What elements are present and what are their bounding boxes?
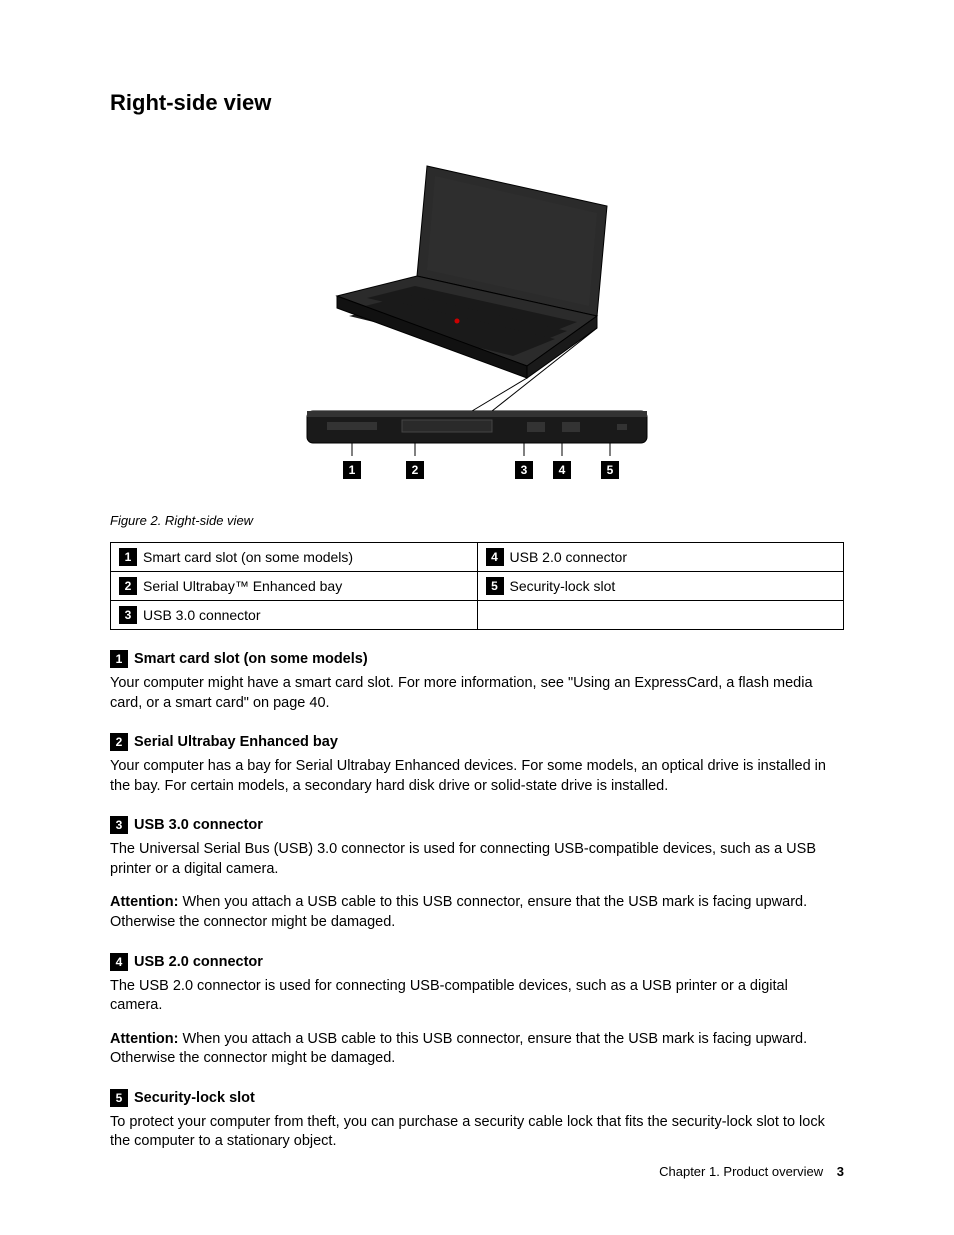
table-label: Security-lock slot (510, 578, 616, 594)
section-paragraph: Your computer has a bay for Serial Ultra… (110, 757, 844, 796)
section-badge: 4 (110, 953, 128, 971)
section-heading: 4 USB 2.0 connector (110, 953, 844, 971)
section-heading-text: USB 2.0 connector (134, 954, 263, 970)
table-badge: 5 (486, 577, 504, 595)
table-label: Serial Ultrabay™ Enhanced bay (143, 578, 342, 594)
attention-label: Attention: (110, 1031, 182, 1047)
section-badge: 3 (110, 816, 128, 834)
callout-numbers-row: 1 2 3 4 5 (297, 461, 657, 483)
footer-page-number: 3 (837, 1164, 844, 1179)
section-heading-text: USB 3.0 connector (134, 817, 263, 833)
table-row: 2 Serial Ultrabay™ Enhanced bay 5 Security… (111, 572, 844, 601)
table-badge: 4 (486, 548, 504, 566)
callout-badge-5: 5 (601, 461, 619, 479)
section-heading: 5 Security-lock slot (110, 1089, 844, 1107)
attention-paragraph: Attention: When you attach a USB cable t… (110, 1030, 844, 1069)
footer-chapter: Chapter 1. Product overview (659, 1164, 823, 1179)
figure-container: 1 2 3 4 5 (110, 156, 844, 483)
section-heading: 1 Smart card slot (on some models) (110, 650, 844, 668)
section-badge: 2 (110, 733, 128, 751)
page-footer: Chapter 1. Product overview 3 (659, 1164, 844, 1179)
figure-caption: Figure 2. Right-side view (110, 513, 844, 528)
section-heading: 2 Serial Ultrabay Enhanced bay (110, 733, 844, 751)
attention-paragraph: Attention: When you attach a USB cable t… (110, 893, 844, 932)
callout-badge-2: 2 (406, 461, 424, 479)
table-label: USB 3.0 connector (143, 607, 261, 623)
callout-badge-4: 4 (553, 461, 571, 479)
section-heading: 3 USB 3.0 connector (110, 816, 844, 834)
laptop-diagram (297, 156, 657, 456)
table-badge: 3 (119, 606, 137, 624)
sections-container: 1 Smart card slot (on some models) Your co… (110, 650, 844, 1152)
table-badge: 1 (119, 548, 137, 566)
section-badge: 5 (110, 1089, 128, 1107)
section-heading-text: Smart card slot (on some models) (134, 651, 368, 667)
page-title: Right-side view (110, 90, 844, 116)
section-badge: 1 (110, 650, 128, 668)
section-paragraph: To protect your computer from theft, you… (110, 1113, 844, 1152)
section-heading-text: Security-lock slot (134, 1090, 255, 1106)
table-label: Smart card slot (on some models) (143, 549, 353, 565)
section-paragraph: Your computer might have a smart card sl… (110, 674, 844, 713)
table-row: 3 USB 3.0 connector (111, 601, 844, 630)
section-heading-text: Serial Ultrabay Enhanced bay (134, 734, 338, 750)
callout-badge-1: 1 (343, 461, 361, 479)
callout-badge-3: 3 (515, 461, 533, 479)
section-paragraph: The Universal Serial Bus (USB) 3.0 conne… (110, 840, 844, 879)
section-paragraph: The USB 2.0 connector is used for connec… (110, 977, 844, 1016)
table-badge: 2 (119, 577, 137, 595)
attention-label: Attention: (110, 894, 182, 910)
document-page: Right-side view (0, 0, 954, 1235)
table-row: 1 Smart card slot (on some models) 4 USB 2… (111, 543, 844, 572)
callout-table: 1 Smart card slot (on some models) 4 USB 2… (110, 542, 844, 630)
table-label: USB 2.0 connector (510, 549, 628, 565)
